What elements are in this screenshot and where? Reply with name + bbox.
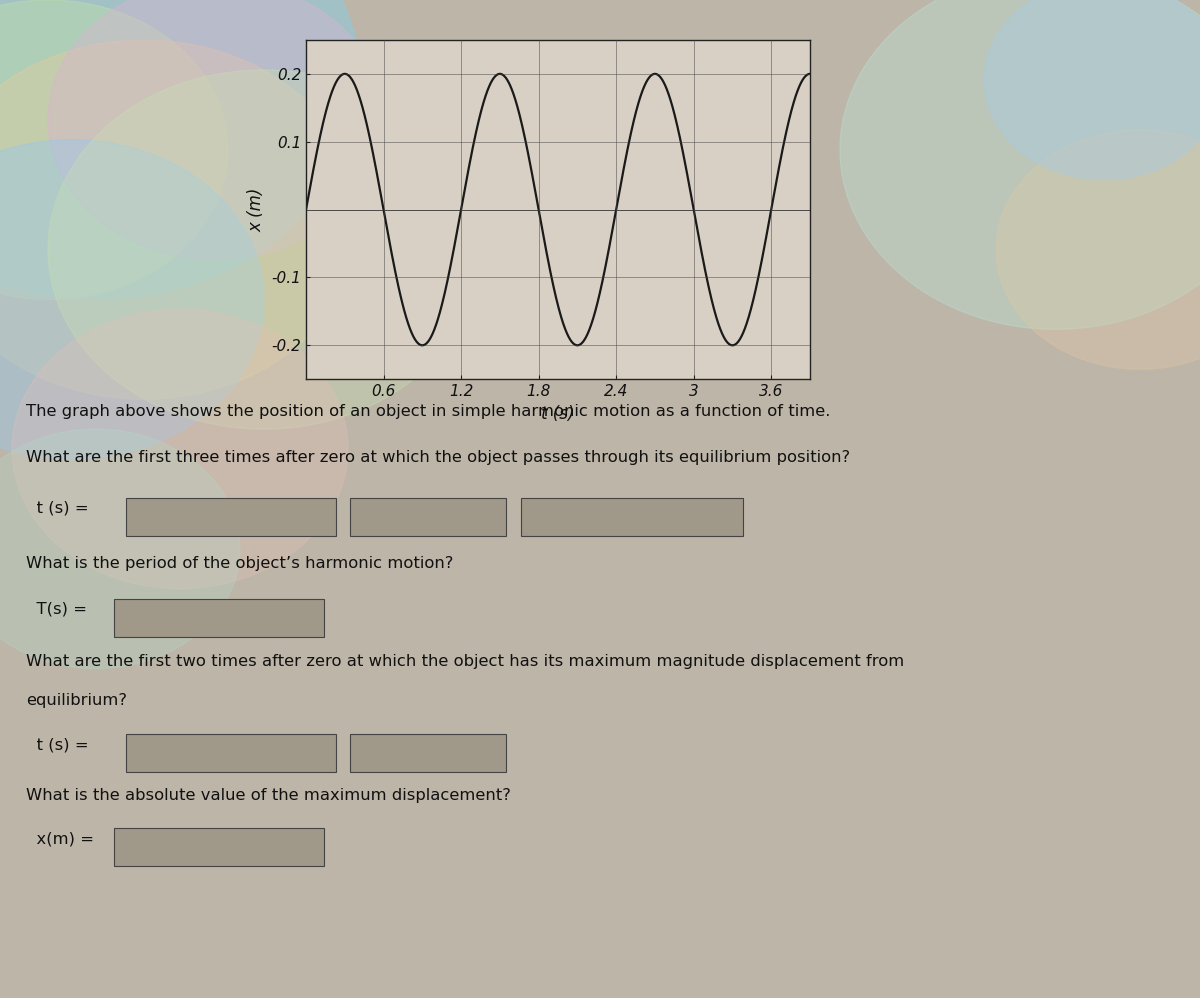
Circle shape [0,140,264,459]
Circle shape [48,0,384,259]
Text: What is the period of the object’s harmonic motion?: What is the period of the object’s harmo… [26,556,454,571]
Text: x(m) =: x(m) = [26,831,95,846]
Circle shape [996,130,1200,369]
Text: t (s) =: t (s) = [26,737,89,752]
Text: What are the first three times after zero at which the object passes through its: What are the first three times after zer… [26,450,851,465]
Text: What are the first two times after zero at which the object has its maximum magn: What are the first two times after zero … [26,655,905,670]
X-axis label: t (s): t (s) [541,404,575,423]
Circle shape [840,0,1200,329]
Circle shape [0,429,240,669]
Text: The graph above shows the position of an object in simple harmonic motion as a f: The graph above shows the position of an… [26,404,830,419]
Y-axis label: x (m): x (m) [247,188,265,232]
Text: equilibrium?: equilibrium? [26,694,127,709]
Text: What is the absolute value of the maximum displacement?: What is the absolute value of the maximu… [26,787,511,802]
Text: t (s) =: t (s) = [26,501,89,516]
Circle shape [0,40,360,399]
Circle shape [12,309,348,589]
Circle shape [48,70,480,429]
Circle shape [0,0,228,299]
Text: T(s) =: T(s) = [26,602,88,617]
Circle shape [0,0,360,299]
Circle shape [984,0,1200,180]
